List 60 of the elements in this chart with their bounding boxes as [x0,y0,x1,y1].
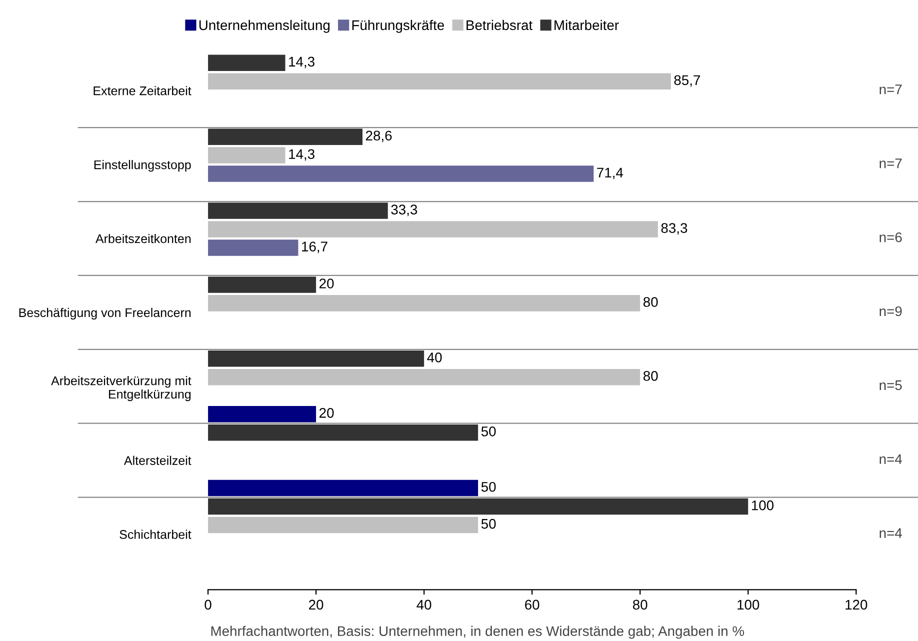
x-tick-label: 100 [738,600,760,610]
text: Mehrfachantworten, Basis: Unternehmen, in denen es Widerstände gab; Angaben in % [211,626,744,639]
bar [208,406,316,422]
data-label: 14,3 [289,56,314,68]
data-label: 100 [752,500,774,510]
y-tick-label: Externe Zeitarbeit [94,86,192,96]
text: n=6 [880,232,902,242]
bar [208,350,424,367]
text: n=9 [880,306,902,316]
y-tick-label: Schichtarbeit [120,530,192,539]
data-label: 33,3 [391,204,418,216]
bar [208,202,388,219]
y-tick-label: Altersteilzeit [124,456,192,465]
legend-label: Mitarbeiter [554,20,619,30]
bar [208,240,298,256]
bar [208,424,478,441]
y-tick-label: Arbeitszeitverkürzung mit Entgeltkürzung [51,376,192,402]
bar [208,54,286,71]
bar [208,128,362,145]
text: n=7 [880,158,902,168]
bar [208,73,671,90]
y-tick-label: Einstellungsstopp [94,160,191,172]
x-tick-label: 120 [846,600,868,610]
data-label: 80 [643,297,658,307]
data-label: 71,4 [597,168,624,180]
y-tick-label: Beschäftigung von Freelancern [19,308,191,320]
text: n=7 [880,84,902,94]
x-tick-label: 20 [309,600,324,610]
bar [208,498,748,515]
data-label: 50 [481,518,496,529]
x-tick-label: 80 [632,600,648,610]
bar [208,480,478,496]
bar [208,221,658,238]
x-tick-label: 40 [416,600,432,610]
bar [208,166,594,182]
data-label: 20 [320,408,334,418]
text: n=4 [880,528,902,538]
bar [208,516,478,534]
y-tick-label: Arbeitszeitkonten [95,234,191,244]
text: n=4 [880,454,902,464]
bar [208,368,640,386]
data-label: 50 [481,482,496,492]
legend-label: Betriebsrat [466,20,533,30]
data-label: 83,3 [661,223,688,235]
data-label: 16,7 [302,242,328,254]
legend-label: Unternehmensleitung [199,20,330,33]
legend-label: Führungskräfte [352,20,444,33]
bar [208,147,286,164]
text: n=5 [880,380,902,390]
data-label: 85,7 [674,75,700,87]
x-tick-label: 60 [525,600,540,610]
bar [208,276,316,293]
bar [208,295,640,312]
data-label: 50 [481,426,496,436]
data-label: 14,3 [289,149,314,161]
data-label: 40 [427,352,442,362]
x-tick-label: 0 [204,600,212,610]
data-label: 28,6 [366,130,392,142]
data-label: 20 [320,278,334,288]
data-label: 80 [643,371,658,381]
